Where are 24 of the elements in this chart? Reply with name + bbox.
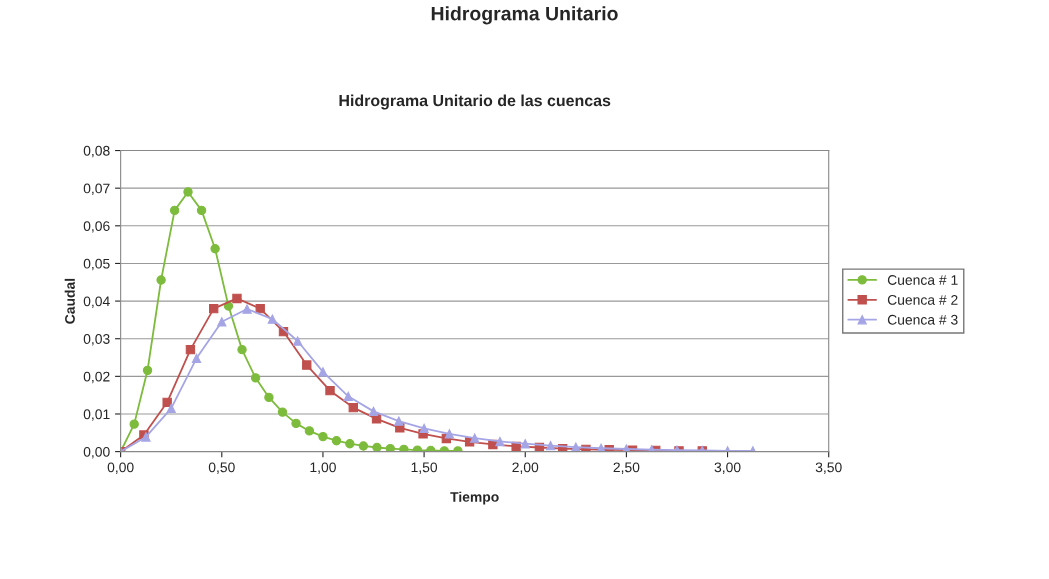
y-tick-label: 0,01 — [83, 409, 110, 421]
legend-label: Cuenca # 2 — [887, 294, 958, 305]
y-tick-label: 0,04 — [83, 296, 110, 308]
y-axis-title: Caudal — [64, 278, 75, 324]
x-axis-title: Tiempo — [450, 491, 499, 505]
x-tick-label: 0,50 — [208, 462, 235, 474]
x-tick-label: 0,00 — [107, 462, 134, 474]
x-tick-label: 3,00 — [714, 462, 741, 474]
y-tick-label: 0,06 — [83, 221, 110, 233]
x-tick-label: 3,50 — [815, 462, 842, 474]
legend-label: Cuenca # 3 — [887, 314, 958, 325]
y-tick-label: 0,03 — [83, 334, 110, 346]
y-tick-label: 0,08 — [83, 145, 110, 158]
chart-title: Hidrograma Unitario — [431, 6, 618, 25]
y-tick-label: 0,05 — [83, 258, 110, 271]
y-tick-label: 0,07 — [83, 183, 110, 195]
x-tick-label: 1,00 — [310, 462, 336, 474]
chart-subtitle: Hidrograma Unitario de las cuencas — [339, 94, 611, 110]
x-tick-label: 1,50 — [411, 462, 438, 474]
y-tick-label: 0,00 — [83, 446, 110, 459]
legend-label: Cuenca # 1 — [887, 275, 958, 285]
y-tick-label: 0,02 — [83, 371, 110, 384]
x-tick-label: 2,50 — [613, 462, 640, 474]
x-tick-label: 2,00 — [512, 462, 539, 474]
